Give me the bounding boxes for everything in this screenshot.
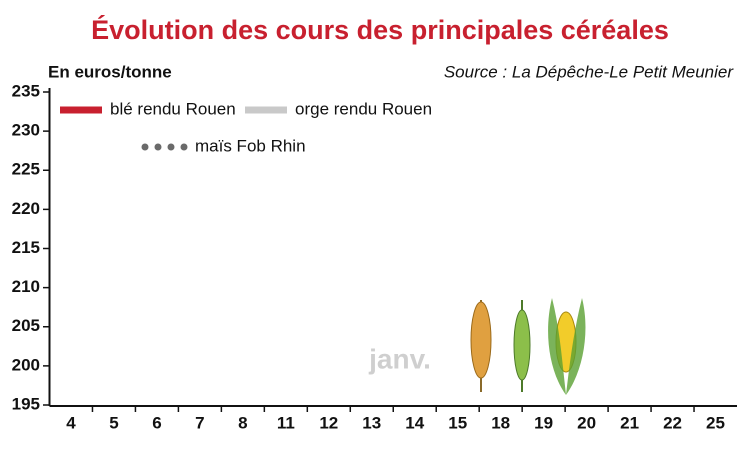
x-tick-label: 5	[109, 413, 118, 432]
annotation: janv.	[368, 343, 431, 374]
x-tick-label: 18	[491, 413, 510, 432]
legend-label: maïs Fob Rhin	[195, 136, 306, 155]
x-tick-label: 19	[534, 413, 553, 432]
x-tick-label: 14	[405, 413, 424, 432]
y-tick-label: 200	[12, 355, 40, 374]
y-tick-label: 195	[12, 394, 40, 413]
source: Source : La Dépêche-Le Petit Meunier	[444, 62, 735, 81]
y-tick-label: 205	[12, 316, 40, 335]
x-tick-label: 20	[577, 413, 596, 432]
x-tick-label: 6	[152, 413, 161, 432]
x-tick-label: 21	[620, 413, 639, 432]
chart-title: Évolution des cours des principales céré…	[91, 14, 669, 45]
x-tick-label: 12	[319, 413, 338, 432]
x-tick-label: 7	[195, 413, 204, 432]
x-tick-label: 25	[706, 413, 725, 432]
y-tick-label: 225	[12, 160, 40, 179]
x-tick-label: 13	[362, 413, 381, 432]
y-axis-label: En euros/tonne	[48, 62, 172, 81]
grain-icons	[470, 298, 586, 395]
x-tick-label: 4	[66, 413, 76, 432]
x-tick-label: 22	[663, 413, 682, 432]
x-tick-label: 15	[448, 413, 467, 432]
legend-label: blé rendu Rouen	[110, 99, 236, 118]
legend-label: orge rendu Rouen	[295, 99, 432, 118]
y-tick-label: 215	[12, 238, 40, 257]
x-tick-label: 11	[277, 413, 295, 432]
y-tick-label: 235	[12, 81, 40, 100]
y-tick-label: 210	[12, 277, 40, 296]
y-tick-label: 220	[12, 199, 40, 218]
y-tick-label: 230	[12, 121, 40, 140]
x-tick-label: 8	[238, 413, 247, 432]
